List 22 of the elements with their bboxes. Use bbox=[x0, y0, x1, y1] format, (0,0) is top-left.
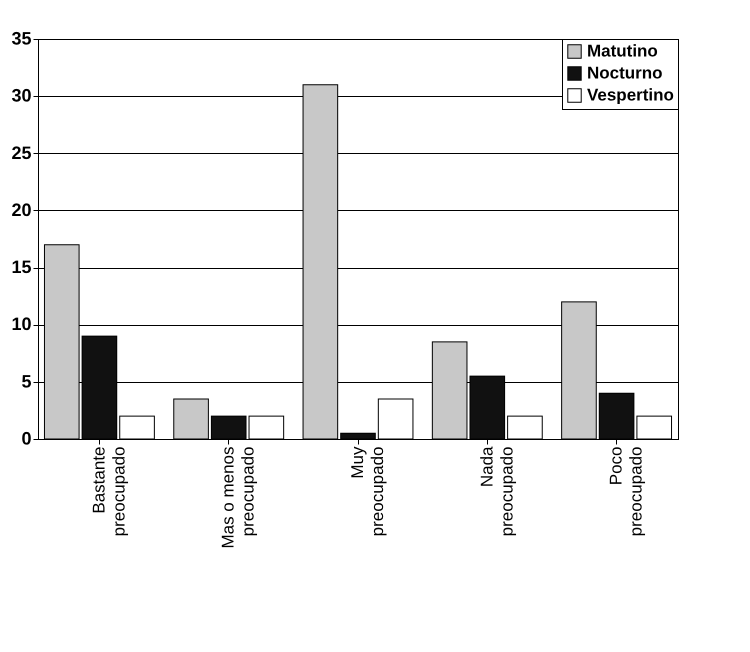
x-tick-label: Poco preocupado bbox=[606, 446, 646, 536]
x-tick-label: Bastante preocupado bbox=[89, 446, 128, 536]
legend-label: Vespertino bbox=[587, 86, 674, 104]
y-tick-label: 25 bbox=[11, 142, 32, 163]
y-tick-label: 0 bbox=[21, 428, 32, 448]
y-tick-label: 5 bbox=[21, 371, 32, 392]
legend-label: Nocturno bbox=[587, 64, 663, 82]
bar bbox=[378, 398, 414, 440]
x-tick-label: Muy preocupado bbox=[348, 446, 387, 536]
y-tick-label: 30 bbox=[11, 86, 32, 106]
bar bbox=[507, 416, 543, 440]
y-tick-label: 15 bbox=[11, 257, 32, 278]
bar bbox=[119, 416, 155, 440]
bar bbox=[248, 416, 284, 440]
y-tick-label: 10 bbox=[11, 314, 32, 334]
y-tick-label: 20 bbox=[11, 200, 32, 220]
legend-label: Matutino bbox=[587, 42, 658, 60]
bar bbox=[173, 398, 209, 440]
x-tick-label: Nada preocupado bbox=[477, 446, 516, 536]
bar bbox=[636, 416, 672, 440]
x-tick-label: Mas o menos preocupado bbox=[218, 446, 258, 549]
y-tick-label: 35 bbox=[11, 28, 32, 48]
